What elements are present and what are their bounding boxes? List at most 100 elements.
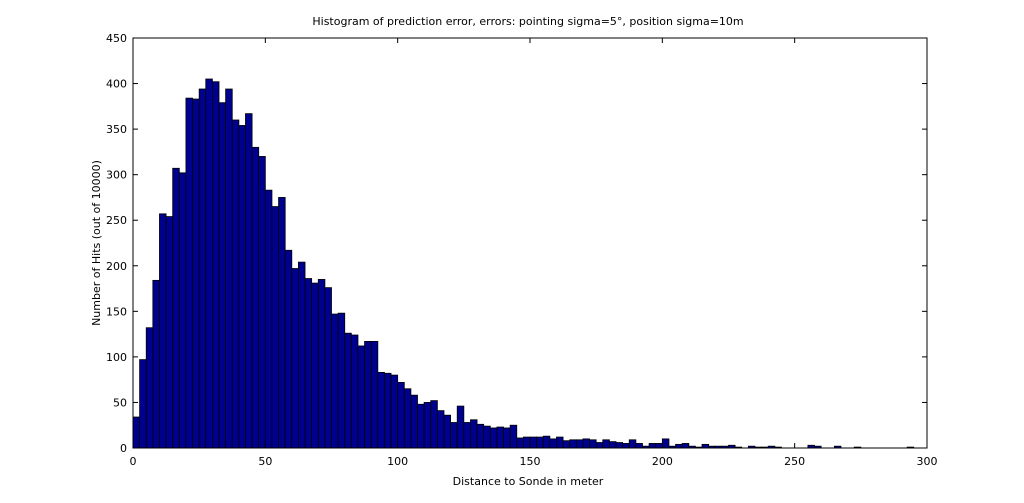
y-tick-label: 50 [113,396,127,409]
histogram-bar [503,427,511,449]
histogram-bar [145,327,154,449]
x-tick-label: 0 [130,455,137,468]
histogram-bar [701,443,710,449]
histogram-bar [556,436,564,449]
histogram-bar [139,359,147,449]
histogram-bar [344,332,352,449]
plot-frame [132,37,928,449]
histogram-bar [245,113,253,449]
histogram-bar [417,403,425,449]
histogram-bar [159,213,167,449]
y-tick-label: 300 [106,169,127,182]
histogram-bar [562,440,571,449]
histogram-bar [589,439,597,449]
histogram-bar [648,443,657,449]
y-tick-label: 150 [106,305,127,318]
histogram-bar [602,439,610,449]
histogram-bar [331,313,339,449]
histogram-bar [384,372,392,449]
histogram-bar [675,443,683,449]
histogram-bar [450,422,458,449]
histogram-bar [595,442,604,449]
histogram-bar [304,278,313,449]
histogram-bar [615,442,624,449]
histogram-bar [470,419,478,449]
x-tick-label: 200 [652,455,673,468]
histogram-bar [456,405,465,449]
histogram-bar [609,441,617,449]
histogram-bar [317,279,326,449]
histogram-bar [489,427,498,449]
histogram-bar [516,437,524,449]
y-tick-label: 0 [120,442,127,455]
y-tick-label: 400 [106,78,127,91]
histogram-bar [529,436,538,449]
histogram-bar [284,249,293,449]
x-tick-label: 300 [917,455,938,468]
histogram-bar [628,439,637,449]
y-tick-label: 450 [106,32,127,45]
histogram-bar [509,424,518,449]
y-tick-label: 250 [106,214,127,227]
histogram-bar [258,156,266,449]
histogram-bar [218,102,227,449]
histogram-bar [205,78,213,449]
histogram-bar [152,279,160,449]
histogram-bar [370,340,379,449]
histogram-bar [635,443,643,449]
histogram-bar [337,312,346,449]
histogram-bar [278,197,286,449]
histogram-bar [291,268,299,449]
x-axis-label: Distance to Sonde in meter [453,475,604,488]
histogram-bar [192,98,200,449]
histogram-bar [390,374,399,449]
histogram-bar [132,416,141,449]
histogram-bar [569,439,577,449]
histogram-bar [211,81,220,449]
histogram-bar [324,287,332,449]
histogram-bar [575,439,584,449]
histogram-bar [410,394,418,449]
histogram-bar [423,402,432,449]
histogram-bar [185,97,193,449]
histogram-bar [403,388,412,449]
histogram-bar [476,423,485,449]
histogram-bar [271,206,279,449]
histogram-bar [443,414,452,449]
histogram-bar [364,340,372,449]
x-tick-label: 250 [784,455,805,468]
y-axis-label: Number of Hits (out of 10000) [90,160,103,326]
histogram-bar [661,438,670,449]
histogram-bar [496,426,504,449]
histogram-bar [483,425,491,449]
histogram-bar [298,261,306,449]
histogram-bar [165,216,174,449]
x-tick-label: 100 [387,455,408,468]
histogram-bar [264,189,273,449]
histogram-bar [655,443,663,449]
histogram-bar [377,371,385,449]
axis-ticks: 0 50 100 150 200 250 300 0 50 100 150 200 250 300 350 4… [106,32,938,468]
histogram-bar [357,345,365,449]
histogram-bar [238,125,246,449]
histogram-bar [350,334,359,449]
histogram-bar [681,443,690,449]
y-tick-label: 350 [106,123,127,136]
histogram-bar [536,436,544,449]
histogram-bar [463,422,471,449]
histogram-bar [542,435,551,449]
histogram-bar [311,282,319,449]
y-tick-label: 200 [106,260,127,273]
y-tick-label: 100 [106,351,127,364]
x-tick-label: 50 [258,455,272,468]
histogram-bar [436,410,445,449]
histogram-bar [178,172,187,449]
histogram-bar [522,436,531,449]
histogram-bar [225,88,233,449]
histogram-bar [397,381,405,449]
chart-title: Histogram of prediction error, errors: p… [312,15,743,28]
histogram-bar [622,443,630,449]
histogram-bar [198,88,207,449]
x-tick-label: 150 [520,455,541,468]
